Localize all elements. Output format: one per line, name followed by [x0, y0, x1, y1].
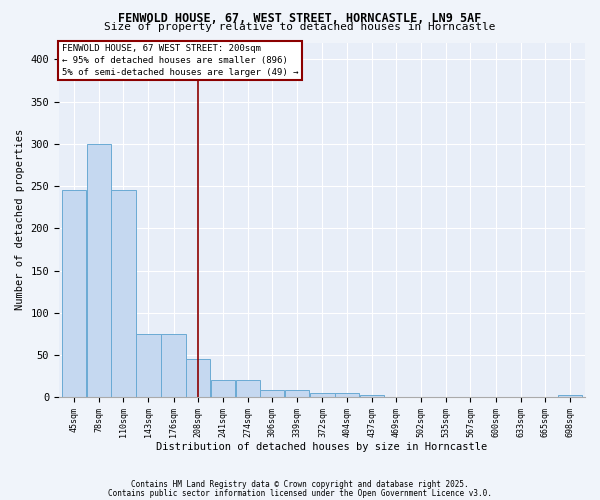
Y-axis label: Number of detached properties: Number of detached properties	[15, 129, 25, 310]
Bar	[62, 190, 86, 397]
Bar	[558, 394, 582, 397]
Bar	[211, 380, 235, 397]
Bar	[285, 390, 310, 397]
Bar	[236, 380, 260, 397]
Bar	[260, 390, 284, 397]
Bar	[310, 393, 335, 397]
Text: FENWOLD HOUSE, 67, WEST STREET, HORNCASTLE, LN9 5AF: FENWOLD HOUSE, 67, WEST STREET, HORNCAST…	[118, 12, 482, 26]
Bar	[111, 190, 136, 397]
X-axis label: Distribution of detached houses by size in Horncastle: Distribution of detached houses by size …	[157, 442, 488, 452]
Text: Size of property relative to detached houses in Horncastle: Size of property relative to detached ho…	[104, 22, 496, 32]
Text: FENWOLD HOUSE, 67 WEST STREET: 200sqm
← 95% of detached houses are smaller (896): FENWOLD HOUSE, 67 WEST STREET: 200sqm ← …	[62, 44, 298, 77]
Bar	[185, 359, 210, 397]
Bar	[359, 394, 384, 397]
Bar	[161, 334, 186, 397]
Text: Contains HM Land Registry data © Crown copyright and database right 2025.: Contains HM Land Registry data © Crown c…	[131, 480, 469, 489]
Bar	[87, 144, 111, 397]
Text: Contains public sector information licensed under the Open Government Licence v3: Contains public sector information licen…	[108, 488, 492, 498]
Bar	[136, 334, 161, 397]
Bar	[335, 393, 359, 397]
